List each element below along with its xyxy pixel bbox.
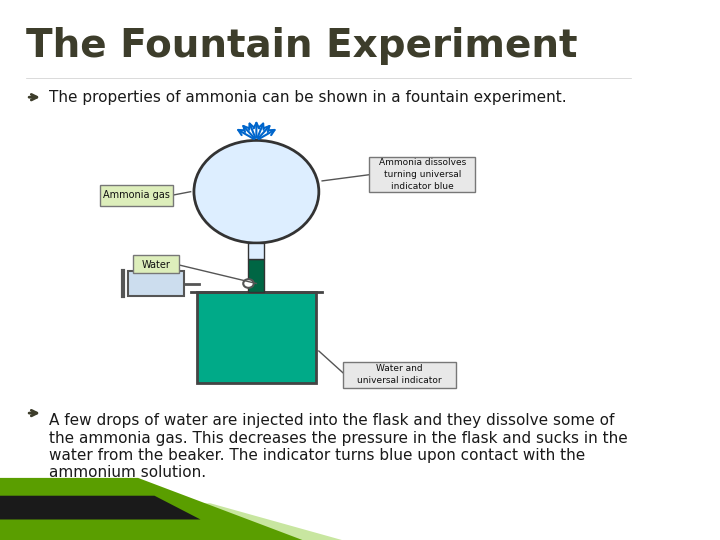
Polygon shape (0, 496, 200, 519)
FancyBboxPatch shape (369, 157, 475, 192)
FancyBboxPatch shape (128, 271, 184, 296)
Polygon shape (0, 503, 342, 540)
Text: Water and
universal indicator: Water and universal indicator (357, 364, 442, 385)
Text: Ammonia gas: Ammonia gas (103, 191, 170, 200)
Text: The properties of ammonia can be shown in a fountain experiment.: The properties of ammonia can be shown i… (49, 90, 567, 105)
Text: A few drops of water are injected into the flask and they dissolve some of
the a: A few drops of water are injected into t… (49, 413, 628, 480)
FancyBboxPatch shape (248, 243, 264, 259)
Polygon shape (0, 478, 302, 540)
FancyBboxPatch shape (343, 362, 456, 388)
FancyBboxPatch shape (132, 255, 179, 273)
Circle shape (194, 140, 319, 243)
FancyBboxPatch shape (100, 185, 173, 206)
Circle shape (243, 279, 253, 288)
Text: The Fountain Experiment: The Fountain Experiment (27, 27, 577, 65)
Text: Water: Water (142, 260, 171, 269)
FancyBboxPatch shape (197, 292, 315, 383)
FancyBboxPatch shape (248, 259, 264, 292)
Text: Ammonia dissolves
turning universal
indicator blue: Ammonia dissolves turning universal indi… (379, 158, 467, 191)
